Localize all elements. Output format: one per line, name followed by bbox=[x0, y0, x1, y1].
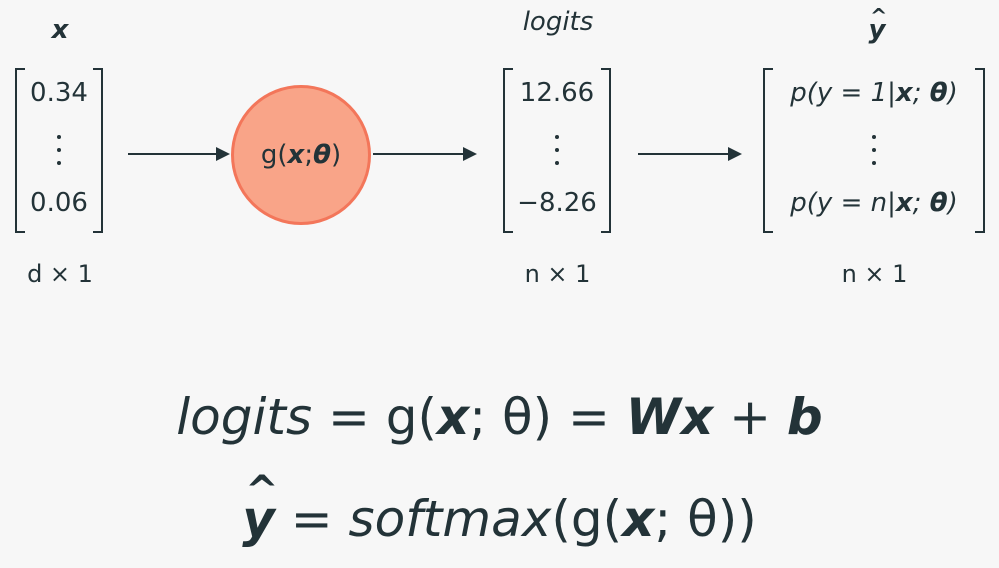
output-first-sep: ; bbox=[912, 78, 930, 108]
formula1-b: b bbox=[786, 388, 823, 446]
left-bracket bbox=[503, 68, 513, 233]
left-bracket bbox=[15, 68, 25, 233]
node-fn: g( bbox=[260, 140, 288, 170]
formula2-yhat: y bbox=[242, 490, 275, 548]
formula2-rest: ; θ)) bbox=[654, 490, 757, 548]
formula1-plus: + bbox=[713, 388, 787, 446]
output-header: y bbox=[866, 15, 888, 45]
output-first-theta: θ bbox=[929, 78, 948, 108]
output-last-close: ) bbox=[947, 188, 958, 218]
input-header: x bbox=[51, 15, 69, 45]
output-first-close: ) bbox=[947, 78, 958, 108]
node-sep: ; bbox=[304, 140, 314, 170]
vertical-ellipsis bbox=[872, 135, 876, 165]
node-theta: θ bbox=[313, 140, 331, 170]
output-last-sep: ; bbox=[912, 188, 930, 218]
output-last-theta: θ bbox=[929, 188, 948, 218]
logits-vector: 12.66 −8.26 bbox=[503, 68, 611, 233]
formula1-Wx: x bbox=[680, 388, 714, 446]
output-first-x: x bbox=[895, 78, 913, 108]
logits-first-value: 12.66 bbox=[519, 78, 595, 108]
output-last-x: x bbox=[895, 188, 913, 218]
formula2-fn: softmax bbox=[348, 490, 552, 548]
formula2-eq: = bbox=[274, 490, 349, 548]
right-bracket bbox=[975, 68, 985, 233]
right-bracket bbox=[601, 68, 611, 233]
formula1-mid: ; θ) = bbox=[469, 388, 626, 446]
formula1-W: W bbox=[625, 388, 681, 446]
output-last-pre: p(y = n| bbox=[790, 188, 896, 218]
softmax-formula: y = softmax(g(x; θ)) bbox=[0, 490, 999, 548]
left-bracket bbox=[763, 68, 773, 233]
arrow-node-to-logits bbox=[373, 147, 477, 161]
right-bracket bbox=[93, 68, 103, 233]
formula1-eq1: = g( bbox=[312, 388, 437, 446]
input-vector: 0.34 0.06 bbox=[15, 68, 103, 233]
logits-header: logits bbox=[522, 7, 594, 37]
vertical-ellipsis bbox=[57, 135, 61, 165]
output-first-pre: p(y = 1| bbox=[790, 78, 896, 108]
output-last-value: p(y = n|x; θ) bbox=[763, 188, 985, 218]
input-first-value: 0.34 bbox=[30, 78, 88, 108]
node-x: x bbox=[287, 140, 305, 170]
output-dimension: n × 1 bbox=[841, 260, 908, 288]
logits-last-value: −8.26 bbox=[517, 188, 597, 218]
node-close: ) bbox=[330, 140, 342, 170]
output-first-value: p(y = 1|x; θ) bbox=[763, 78, 985, 108]
formula2-open: (g( bbox=[551, 490, 623, 548]
formula1-lhs: logits bbox=[176, 388, 313, 446]
formula1-x: x bbox=[437, 388, 470, 446]
logits-dimension: n × 1 bbox=[524, 260, 591, 288]
arrow-input-to-node bbox=[128, 147, 230, 161]
function-node: g(x; θ) bbox=[231, 85, 371, 225]
input-dimension: d × 1 bbox=[27, 260, 93, 288]
arrow-logits-to-output bbox=[638, 147, 742, 161]
input-last-value: 0.06 bbox=[30, 188, 88, 218]
output-vector: p(y = 1|x; θ) p(y = n|x; θ) bbox=[763, 68, 985, 233]
logits-formula: logits = g(x; θ) = Wx + b bbox=[0, 388, 999, 446]
vertical-ellipsis bbox=[555, 135, 559, 165]
formula2-x: x bbox=[622, 490, 655, 548]
